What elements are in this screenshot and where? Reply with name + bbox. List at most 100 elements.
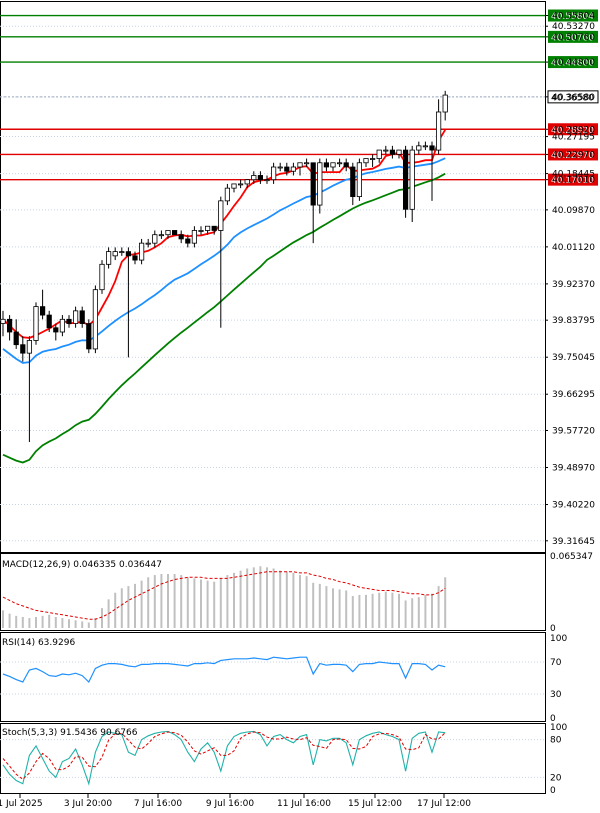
bull-candle [218, 200, 224, 231]
price-tick-label: 39.31645 [552, 537, 595, 547]
bull-candle [112, 251, 118, 257]
bull-candle [165, 230, 171, 236]
price-level-tag [548, 56, 598, 69]
bull-candle [92, 289, 98, 350]
last-price-label: 40.36580 [551, 93, 594, 103]
price-level-label: 40.50760 [551, 33, 594, 43]
macd-tick-label: 0 [550, 624, 556, 634]
stochastic-indicator: 100 80 20 0 [0, 723, 567, 796]
price-tick-label: 40.27195 [552, 133, 595, 143]
bear-candle [211, 225, 217, 231]
stoch-tick-label: 20 [550, 773, 562, 783]
price-tick-label: 39.75045 [552, 353, 595, 363]
bull-candle [376, 149, 382, 159]
bear-candle [402, 149, 409, 210]
price-tick-label: 40.17010 [552, 176, 595, 186]
moving-average-line [2, 172, 446, 464]
bull-candle [237, 183, 244, 186]
stoch-tick-label: 80 [550, 736, 562, 746]
stoch-d-line [2, 731, 446, 780]
price-level-label: 40.17010 [551, 176, 594, 186]
candlesticks [0, 90, 448, 442]
price-tick-label: 40.01120 [552, 243, 595, 253]
bull-candle [396, 149, 402, 155]
macd-label: MACD(12,26,9) 0.046335 0.036447 [2, 560, 162, 570]
price-level-tag [548, 123, 598, 136]
stoch-panel-frame [0, 723, 546, 794]
bull-candle [99, 263, 105, 291]
price-level-tag [548, 148, 598, 161]
bull-candle [158, 234, 164, 237]
stoch-tick-label: 100 [550, 723, 567, 733]
bull-candle [251, 175, 257, 181]
macd-tick-label: 0.065347 [550, 552, 593, 562]
time-tick-label: 7 Jul 16:00 [134, 799, 183, 809]
bull-candle [244, 179, 250, 185]
bull-candle [317, 162, 323, 206]
bull-candle [363, 158, 369, 164]
bull-candle [138, 242, 145, 261]
bull-candle [106, 251, 112, 265]
moving-average-line [2, 157, 446, 364]
time-tick-label: 15 Jul 12:00 [348, 799, 402, 809]
time-tick-label: 11 Jul 16:00 [277, 799, 331, 809]
price-tick-label: 40.22970 [552, 150, 595, 160]
rsi-indicator: 100 70 30 0 [0, 634, 567, 724]
price-tick-label: 40.09870 [552, 206, 595, 216]
rsi-panel-frame [0, 632, 546, 722]
bull-candle [369, 158, 376, 160]
bull-candle [264, 179, 270, 182]
bull-candle [297, 162, 303, 168]
price-tick-label: 40.36580 [552, 93, 595, 103]
bull-candle [33, 306, 39, 341]
time-axis: 1 Jul 2025 3 Jul 20:00 7 Jul 16:00 9 Jul 16… [0, 794, 471, 809]
time-tick-label: 3 Jul 20:00 [64, 799, 113, 809]
bull-candle [442, 94, 448, 113]
bull-candle [119, 251, 125, 254]
bull-candle [270, 166, 277, 181]
time-tick-label: 1 Jul 2025 [0, 799, 43, 809]
bear-candle [350, 166, 356, 198]
bear-candle [40, 306, 46, 316]
bear-candle [132, 255, 138, 261]
price-tick-label: 40.44800 [552, 58, 595, 68]
bear-candle [284, 166, 290, 172]
bull-candle [198, 230, 204, 232]
bear-candle [310, 162, 316, 206]
stoch-tick-label: 0 [550, 786, 556, 796]
price-tick-label: 39.57720 [552, 426, 595, 436]
bear-candle [20, 344, 26, 354]
price-tick-label: 39.40220 [552, 501, 595, 511]
bear-candle [343, 162, 349, 168]
price-tick-label: 39.92370 [552, 280, 595, 290]
bear-candle [79, 310, 85, 324]
bull-candle [416, 145, 422, 151]
bear-candle [86, 323, 92, 350]
bull-candle [231, 183, 237, 189]
rsi-line [2, 656, 446, 684]
price-tick-label: 39.83795 [552, 316, 595, 326]
rsi-tick-label: 100 [550, 634, 567, 644]
bull-candle [0, 318, 6, 324]
bull-candle [59, 318, 66, 333]
price-gridlines [0, 15, 545, 542]
rsi-tick-label: 30 [550, 690, 562, 700]
bear-candle [7, 318, 13, 333]
price-level-tag [548, 9, 598, 22]
bull-candle [73, 310, 79, 324]
bull-candle [409, 149, 415, 210]
bear-candle [46, 314, 52, 329]
time-tick-label: 9 Jul 16:00 [206, 799, 255, 809]
bear-candle [389, 149, 396, 155]
main-panel-frame [0, 1, 546, 553]
price-levels: 40.55804 40.50760 40.44800 40.28920 40.22970… [0, 9, 599, 186]
bear-candle [257, 175, 264, 181]
price-level-label: 40.55804 [551, 12, 594, 22]
bull-candle [145, 242, 151, 245]
bear-candle [13, 331, 19, 346]
price-tick-label: 39.66295 [552, 390, 595, 400]
bear-candle [53, 327, 59, 333]
bear-candle [125, 251, 131, 257]
macd-indicator: 0.065347 0 [2, 552, 593, 634]
